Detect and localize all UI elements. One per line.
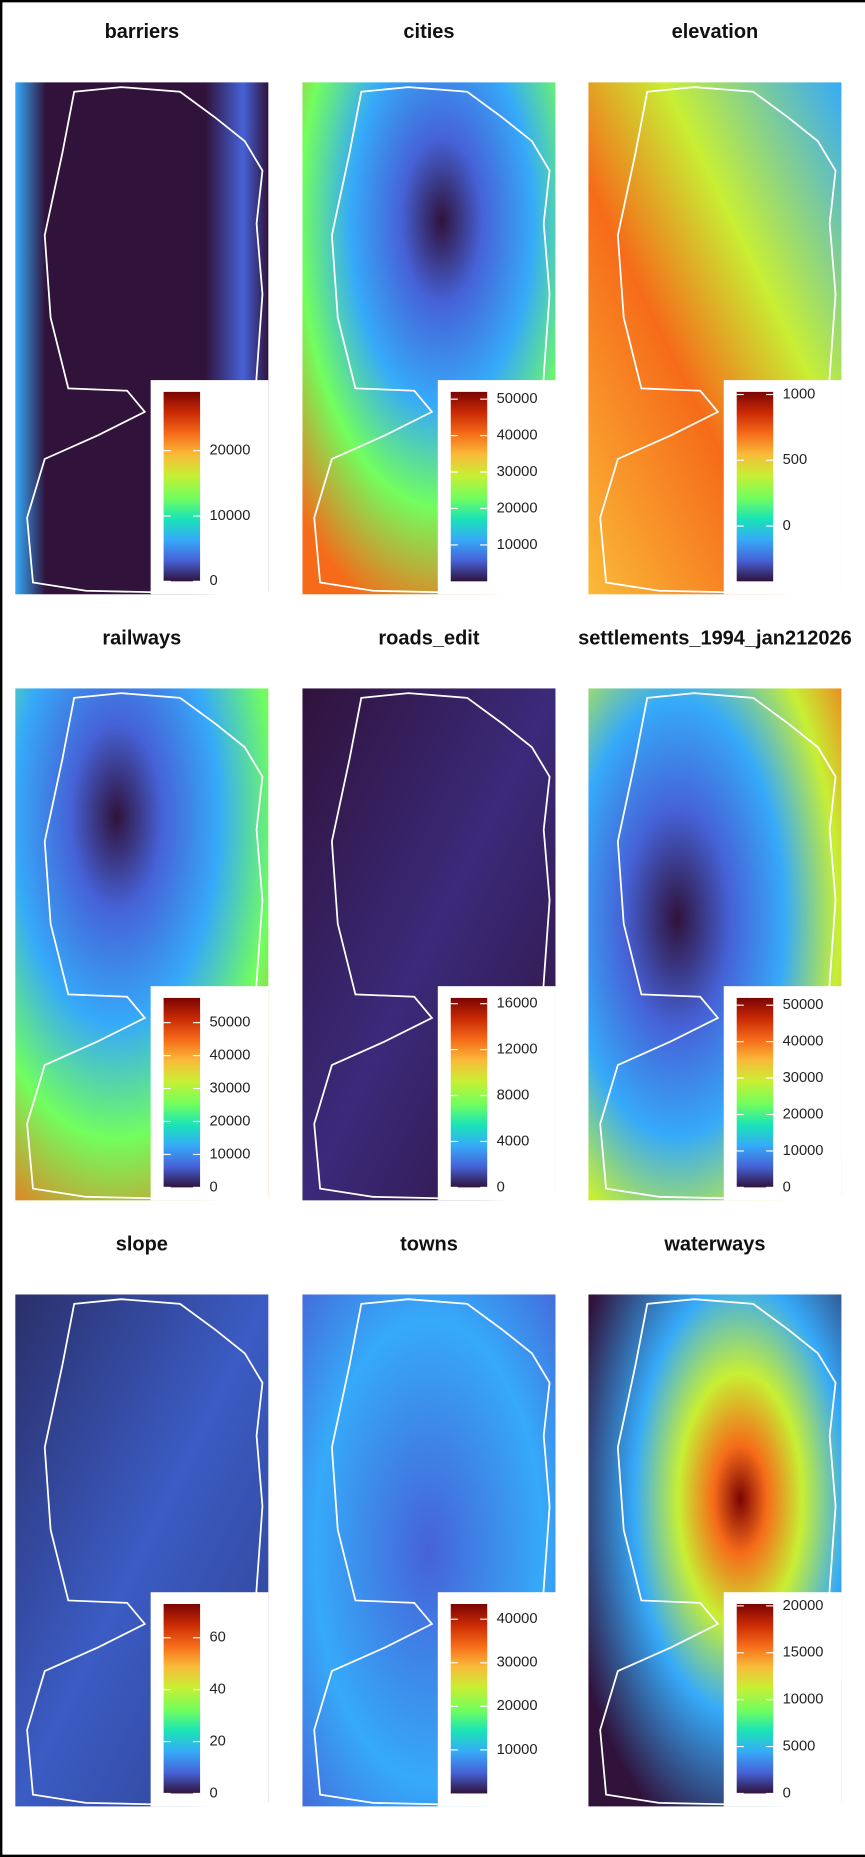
colorbar-tick-label: 1000 (783, 386, 816, 402)
colorbar-tick-label: 0 (209, 1785, 217, 1801)
colorbar-tick-label: 10000 (209, 508, 250, 524)
colorbar-tick-label: 20000 (497, 500, 538, 516)
colorbar (736, 997, 774, 1188)
colorbar (163, 391, 201, 582)
colorbar-tick-label: 5000 (783, 1738, 816, 1754)
colorbar-tick-label: 20000 (783, 1106, 824, 1122)
colorbar-tick-label: 40000 (783, 1034, 824, 1050)
colorbar (736, 391, 774, 582)
colorbar-tick-label: 20000 (497, 1698, 538, 1714)
panel-title: slope (116, 1233, 168, 1255)
colorbar-tick-label: 0 (783, 518, 791, 534)
colorbar-tick-label: 16000 (497, 996, 538, 1012)
colorbar-tick-label: 20000 (783, 1598, 824, 1614)
colorbar-tick-label: 60 (209, 1630, 225, 1646)
colorbar (163, 1603, 201, 1794)
colorbar-tick-label: 20 (209, 1733, 225, 1749)
colorbar-tick-label: 10000 (209, 1146, 250, 1162)
colorbar-tick-label: 10000 (497, 537, 538, 553)
colorbar-tick-label: 40 (209, 1682, 225, 1698)
colorbar-tick-label: 10000 (497, 1742, 538, 1758)
colorbar-tick-label: 50000 (209, 1015, 250, 1031)
colorbar-tick-label: 8000 (497, 1087, 530, 1103)
colorbar-tick-label: 0 (783, 1179, 791, 1195)
colorbar (736, 1603, 774, 1794)
panel-title: elevation (672, 21, 759, 43)
colorbar-tick-label: 0 (209, 573, 217, 589)
colorbar-tick-label: 10000 (783, 1143, 824, 1159)
colorbar (450, 391, 488, 582)
panel-title: railways (102, 627, 181, 649)
panel-title: roads_edit (378, 627, 479, 649)
colorbar (450, 997, 488, 1188)
colorbar-tick-label: 30000 (783, 1070, 824, 1086)
colorbar-tick-label: 12000 (497, 1041, 538, 1057)
colorbar-tick-label: 40000 (497, 427, 538, 443)
colorbar (163, 997, 201, 1188)
panel-title: barriers (105, 21, 180, 43)
colorbar-tick-label: 40000 (209, 1047, 250, 1063)
colorbar-tick-label: 10000 (783, 1692, 824, 1708)
colorbar-tick-label: 30000 (209, 1080, 250, 1096)
panel-title: waterways (663, 1233, 765, 1255)
colorbar-tick-label: 0 (783, 1785, 791, 1801)
colorbar-tick-label: 20000 (209, 1113, 250, 1129)
colorbar-tick-label: 40000 (497, 1611, 538, 1627)
colorbar-tick-label: 20000 (209, 443, 250, 459)
colorbar (450, 1603, 488, 1794)
colorbar-tick-label: 500 (783, 452, 808, 468)
colorbar-tick-label: 4000 (497, 1133, 530, 1149)
panel-title: cities (403, 21, 454, 43)
colorbar-tick-label: 30000 (497, 1655, 538, 1671)
colorbar-tick-label: 50000 (497, 391, 538, 407)
panel-title: settlements_1994_jan212026 (578, 627, 852, 649)
colorbar-tick-label: 50000 (783, 997, 824, 1013)
colorbar-tick-label: 30000 (497, 464, 538, 480)
colorbar-tick-label: 15000 (783, 1645, 824, 1661)
colorbar-tick-label: 0 (209, 1179, 217, 1195)
colorbar-tick-label: 0 (497, 1179, 505, 1195)
panel-title: towns (400, 1233, 458, 1255)
